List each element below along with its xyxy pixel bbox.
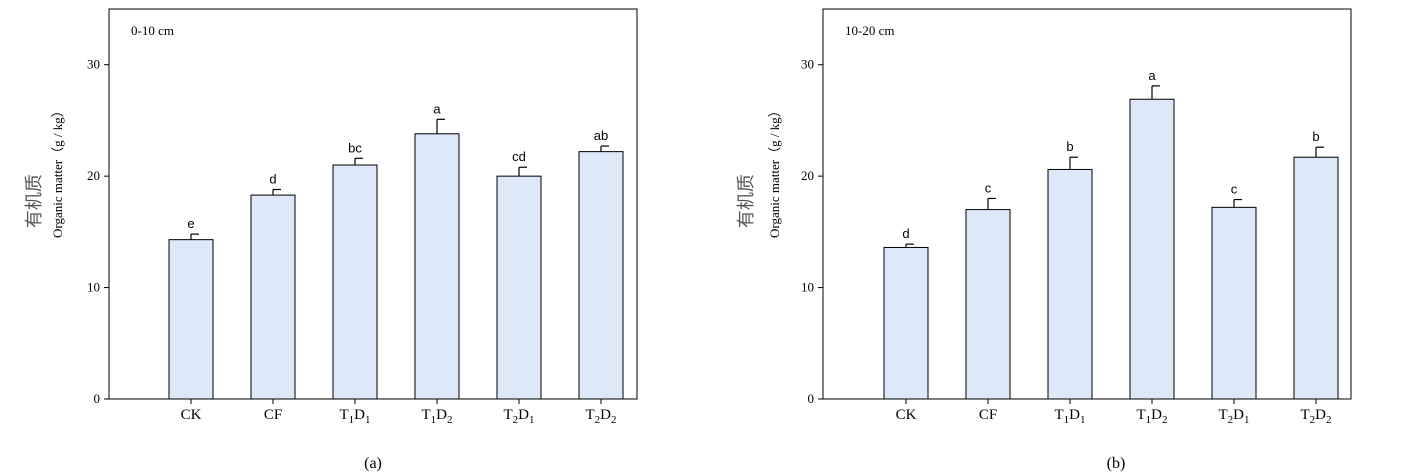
category-subscript: 2 xyxy=(1310,414,1316,426)
category-subscript: 2 xyxy=(513,414,519,426)
bar xyxy=(332,164,378,400)
category-mid: D xyxy=(600,407,611,423)
bar xyxy=(578,151,624,400)
category-base: T xyxy=(1136,407,1145,423)
category-mid: D xyxy=(1151,407,1162,423)
y-tick-label: 10 xyxy=(801,280,814,295)
category-mid: D xyxy=(1233,407,1244,423)
category-subscript: 2 xyxy=(1228,414,1234,426)
category-mid: D xyxy=(518,407,529,423)
category-subscript: 2 xyxy=(1326,414,1332,426)
category-subscript: 1 xyxy=(349,414,355,426)
chart-panel-a: 0 10 20 30 0-10 cm 有机质 Organic matter（g / kg） e… xyxy=(24,8,638,472)
y-tick-label: 0 xyxy=(808,391,815,406)
bar xyxy=(250,194,296,400)
y-tick-label: 10 xyxy=(87,280,100,295)
panel-depth-label: 10-20 cm xyxy=(845,23,894,38)
x-category-label: T1D2 xyxy=(421,407,452,426)
category-mid: D xyxy=(1069,407,1080,423)
category-base: CF xyxy=(979,407,997,423)
bar xyxy=(965,209,1011,400)
category-base: T xyxy=(339,407,348,423)
category-subscript: 1 xyxy=(529,414,535,426)
category-mid: D xyxy=(436,407,447,423)
category-subscript: 1 xyxy=(365,414,371,426)
y-tick-label: 30 xyxy=(801,57,814,72)
significance-letter: a xyxy=(1148,68,1156,83)
category-subscript: 2 xyxy=(447,414,453,426)
x-category-label: CF xyxy=(264,407,282,423)
category-subscript: 2 xyxy=(595,414,601,426)
significance-letter: b xyxy=(1066,139,1073,154)
y-axis-label: Organic matter（g / kg） xyxy=(50,104,65,238)
category-mid: D xyxy=(354,407,365,423)
category-subscript: 1 xyxy=(1244,414,1250,426)
significance-letter: c xyxy=(1231,182,1238,197)
chart-panel-b: 0 10 20 30 10-20 cm 有机质 Organic matter（g / kg）… xyxy=(736,8,1352,472)
bar xyxy=(883,246,929,400)
x-category-label: CF xyxy=(979,407,997,423)
significance-letter: bc xyxy=(348,140,362,155)
bar xyxy=(1211,206,1257,400)
category-base: T xyxy=(1300,407,1309,423)
y-tick-label: 20 xyxy=(87,168,100,183)
x-category-label: T2D1 xyxy=(1218,407,1249,426)
significance-letter: e xyxy=(187,216,194,231)
category-subscript: 2 xyxy=(611,414,617,426)
category-subscript: 2 xyxy=(1162,414,1168,426)
bar xyxy=(168,239,214,400)
category-subscript: 1 xyxy=(1146,414,1152,426)
x-category-label: T1D1 xyxy=(339,407,370,426)
significance-letter: b xyxy=(1312,129,1319,144)
bar xyxy=(496,175,542,400)
y-axis-label-chinese: 有机质 xyxy=(24,174,44,228)
x-category-label: CK xyxy=(896,407,917,423)
x-category-label: T1D2 xyxy=(1136,407,1167,426)
category-subscript: 1 xyxy=(1064,414,1070,426)
significance-letter: d xyxy=(902,226,909,241)
x-category-label: T2D2 xyxy=(585,407,616,426)
y-tick-label: 20 xyxy=(801,168,814,183)
category-base: T xyxy=(503,407,512,423)
bar xyxy=(414,133,460,400)
significance-letter: d xyxy=(269,172,276,187)
y-axis-label-chinese: 有机质 xyxy=(736,174,756,228)
x-category-label: T2D1 xyxy=(503,407,534,426)
bar xyxy=(1047,168,1093,400)
bar xyxy=(1129,98,1175,400)
significance-letter: cd xyxy=(512,149,526,164)
category-base: CF xyxy=(264,407,282,423)
category-subscript: 1 xyxy=(1080,414,1086,426)
category-base: T xyxy=(1054,407,1063,423)
bar xyxy=(1293,156,1339,400)
x-category-label: T2D2 xyxy=(1300,407,1331,426)
category-subscript: 1 xyxy=(431,414,437,426)
panel-depth-label: 0-10 cm xyxy=(131,23,174,38)
y-tick-label: 30 xyxy=(87,57,100,72)
category-base: CK xyxy=(181,407,202,423)
y-tick-label: 0 xyxy=(94,391,101,406)
category-base: T xyxy=(421,407,430,423)
y-axis-label: Organic matter（g / kg） xyxy=(767,104,782,238)
category-mid: D xyxy=(1315,407,1326,423)
significance-letter: c xyxy=(985,180,992,195)
category-base: T xyxy=(1218,407,1227,423)
significance-letter: a xyxy=(433,101,441,116)
category-base: T xyxy=(585,407,594,423)
panel-caption: (a) xyxy=(364,455,382,472)
x-category-label: CK xyxy=(181,407,202,423)
category-base: CK xyxy=(896,407,917,423)
x-category-label: T1D1 xyxy=(1054,407,1085,426)
panel-caption: (b) xyxy=(1107,455,1126,472)
significance-letter: ab xyxy=(594,128,608,143)
